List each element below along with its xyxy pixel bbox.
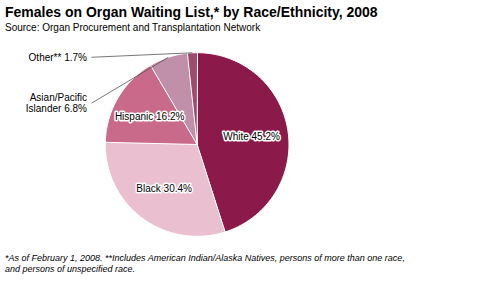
html-text:*As of February 1, 2008. **Inc: *As of February 1, 2008. **Includes Amer… <box>5 253 405 274</box>
svg-text:Asian/PacificIslander 6.8%: Asian/PacificIslander 6.8% <box>26 92 87 114</box>
svg-text:Other** 1.7%: Other** 1.7% <box>29 52 87 63</box>
svg-text:Black 30.4%: Black 30.4% <box>136 183 192 194</box>
html-text:Source: Organ Procurement and: Source: Organ Procurement and Transplant… <box>5 22 261 33</box>
html-text:Females on Organ Waiting List,: Females on Organ Waiting List,* by Race/… <box>5 4 378 20</box>
svg-text:White 45.2%: White 45.2% <box>223 131 280 142</box>
svg-text:Hispanic 16.2%: Hispanic 16.2% <box>115 111 185 122</box>
